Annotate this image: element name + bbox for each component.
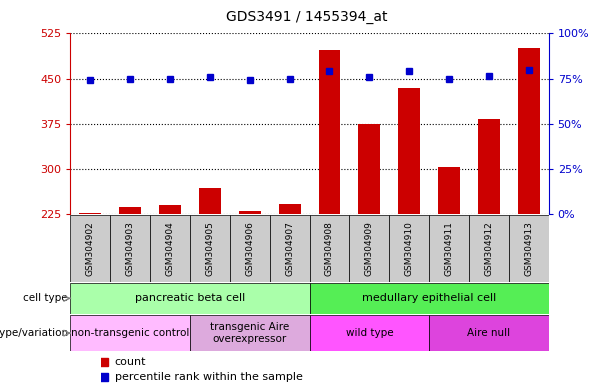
Text: cell type: cell type — [23, 293, 68, 303]
Bar — [70, 315, 190, 351]
Text: genotype/variation: genotype/variation — [0, 328, 68, 338]
Bar — [150, 215, 190, 282]
Bar — [190, 315, 310, 351]
Bar — [159, 205, 181, 214]
Bar — [310, 315, 429, 351]
Bar — [120, 207, 141, 214]
Text: GSM304909: GSM304909 — [365, 221, 374, 276]
Bar — [239, 212, 261, 214]
Bar — [429, 315, 549, 351]
Text: GSM304907: GSM304907 — [285, 221, 294, 276]
Bar — [359, 124, 380, 214]
Bar — [190, 215, 230, 282]
Text: GSM304911: GSM304911 — [444, 221, 454, 276]
Bar — [110, 215, 150, 282]
Text: transgenic Aire
overexpressor: transgenic Aire overexpressor — [210, 322, 289, 344]
Text: GSM304903: GSM304903 — [126, 221, 135, 276]
Text: GSM304904: GSM304904 — [166, 221, 175, 276]
Bar — [509, 215, 549, 282]
Text: pancreatic beta cell: pancreatic beta cell — [135, 293, 245, 303]
Bar — [230, 215, 270, 282]
Text: medullary epithelial cell: medullary epithelial cell — [362, 293, 497, 303]
Text: GDS3491 / 1455394_at: GDS3491 / 1455394_at — [226, 10, 387, 23]
Bar — [70, 215, 110, 282]
Bar — [310, 215, 349, 282]
Bar — [70, 283, 310, 314]
Bar — [429, 215, 469, 282]
Bar — [389, 215, 429, 282]
Bar — [438, 167, 460, 214]
Text: count: count — [115, 357, 146, 367]
Text: percentile rank within the sample: percentile rank within the sample — [115, 372, 302, 382]
Bar — [518, 48, 539, 214]
Text: GSM304912: GSM304912 — [484, 221, 493, 276]
Text: GSM304905: GSM304905 — [205, 221, 215, 276]
Text: wild type: wild type — [346, 328, 393, 338]
Bar — [310, 283, 549, 314]
Text: GSM304902: GSM304902 — [86, 221, 95, 276]
Text: GSM304906: GSM304906 — [245, 221, 254, 276]
Bar — [270, 215, 310, 282]
Text: GSM304910: GSM304910 — [405, 221, 414, 276]
Text: non-transgenic control: non-transgenic control — [71, 328, 189, 338]
Text: GSM304913: GSM304913 — [524, 221, 533, 276]
Bar — [478, 119, 500, 214]
Bar — [469, 215, 509, 282]
Bar — [80, 213, 101, 214]
Bar — [199, 188, 221, 214]
Bar — [279, 204, 300, 214]
Text: GSM304908: GSM304908 — [325, 221, 334, 276]
Bar — [398, 88, 420, 214]
Text: Aire null: Aire null — [467, 328, 511, 338]
Bar — [319, 50, 340, 214]
Bar — [349, 215, 389, 282]
